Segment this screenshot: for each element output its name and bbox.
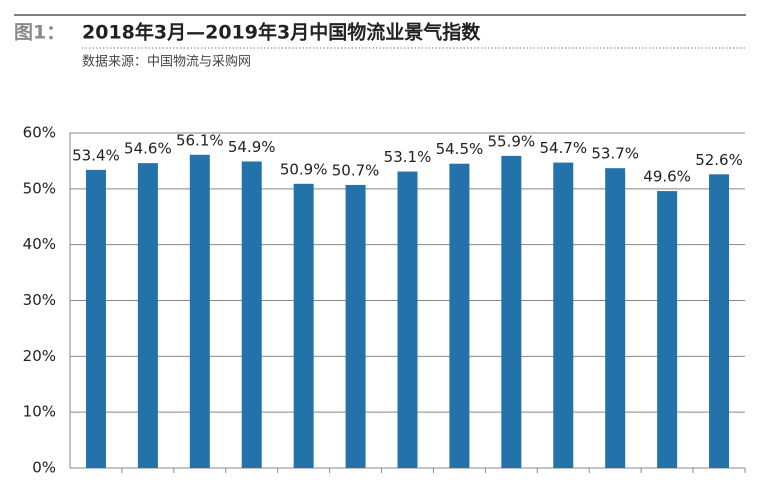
- y-tick-label: 40%: [23, 235, 56, 253]
- y-tick-label: 60%: [23, 124, 56, 142]
- bar: [501, 155, 522, 468]
- value-label: 54.9%: [228, 138, 276, 156]
- value-label: 50.9%: [280, 160, 328, 178]
- bar: [293, 183, 314, 468]
- value-label: 55.9%: [488, 132, 536, 150]
- bar: [345, 184, 366, 469]
- value-label: 53.1%: [384, 148, 432, 166]
- subtitle: 数据来源：中国物流与采购网: [82, 54, 251, 70]
- value-label: 54.5%: [436, 140, 484, 158]
- bar: [449, 163, 470, 469]
- chart-title: 2018年3月—2019年3月中国物流业景气指数: [82, 21, 481, 44]
- y-tick-label: 30%: [23, 291, 56, 309]
- y-tick-label: 0%: [32, 459, 56, 477]
- bar: [553, 162, 574, 468]
- bar: [657, 191, 678, 469]
- y-tick-label: 10%: [23, 403, 56, 421]
- bar: [85, 169, 106, 468]
- value-label: 54.7%: [539, 139, 587, 157]
- value-label: 49.6%: [643, 168, 691, 186]
- bar: [397, 171, 418, 468]
- value-label: 56.1%: [176, 131, 224, 149]
- figure-label: 图1：: [14, 22, 65, 44]
- bar: [605, 168, 626, 469]
- value-label: 52.6%: [695, 151, 743, 169]
- value-label: 53.7%: [591, 145, 639, 163]
- bar: [189, 154, 210, 468]
- bar: [709, 174, 730, 469]
- value-label: 53.4%: [72, 146, 120, 164]
- value-label: 50.7%: [332, 161, 380, 179]
- bar: [241, 161, 262, 468]
- y-tick-label: 20%: [23, 347, 56, 365]
- bar: [137, 163, 158, 468]
- y-tick-label: 50%: [23, 179, 56, 197]
- value-label: 54.6%: [124, 140, 172, 158]
